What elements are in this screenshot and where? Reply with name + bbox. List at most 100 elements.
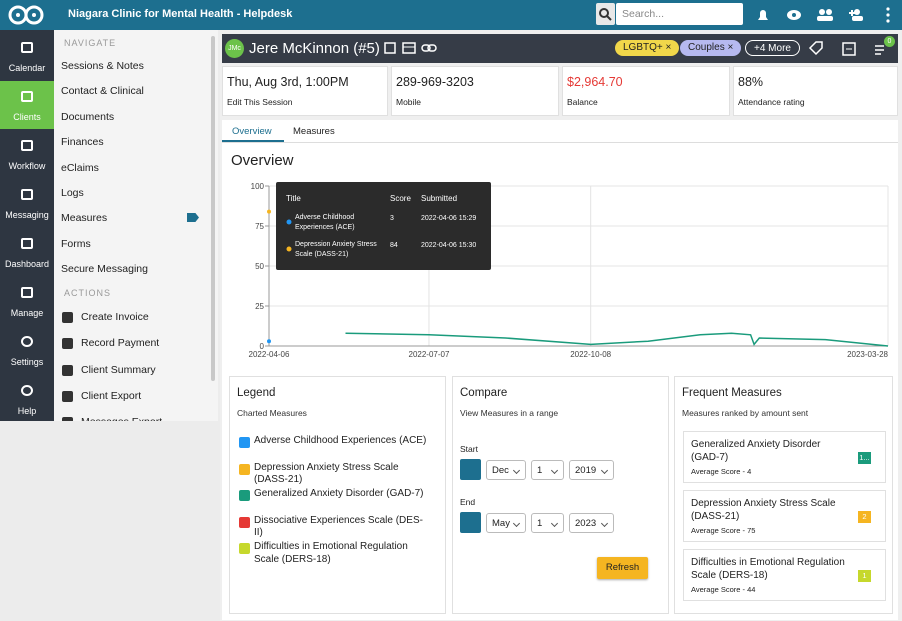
select[interactable]: May [486,513,526,533]
field-label: Start [460,444,478,454]
top-icons[interactable] [752,5,897,25]
search-input[interactable]: Search... [616,3,743,25]
tooltip-date: 2022-04-06 15:29 [421,215,476,222]
rail-item[interactable]: Dashboard [0,228,54,276]
select[interactable]: 2023 [569,513,614,533]
x-tick-label: 2023-03-28 [847,350,888,359]
nav-item[interactable]: Measures [61,212,108,225]
rail-label: Manage [10,308,44,318]
stat-label: Mobile [396,97,422,107]
select[interactable]: Dec [486,460,526,480]
select[interactable]: 1 [531,460,564,480]
checkbox[interactable] [239,437,250,448]
nav-item[interactable]: Forms [61,237,91,250]
section-heading: NAVIGATE [64,38,117,48]
rail-icon [21,336,33,347]
tooltip-score: 84 [390,242,398,249]
action-item[interactable]: Client Export [81,389,142,402]
nav-item[interactable]: Secure Messaging [61,263,148,276]
nav-item[interactable]: Sessions & Notes [61,60,144,72]
measure-badge: 1... [858,452,871,464]
more-tags[interactable]: +4 More [745,40,800,56]
checkbox[interactable] [239,543,250,554]
stat-label: Edit This Session [227,97,293,107]
tab[interactable]: Overview [232,126,272,137]
x-tick-label: 2022-10-08 [570,350,611,359]
scrollbar[interactable] [211,36,215,381]
measure-score: Average Score - 75 [691,526,756,535]
field-label: End [460,497,476,507]
x-tick-label: 2022-07-07 [409,350,450,359]
nav-item[interactable]: Contact & Clinical [61,85,144,98]
badge: 0 [884,36,895,47]
tooltip-title: Adverse Childhood Experiences (ACE) [295,214,355,231]
rail-icon [21,385,33,396]
nav-item[interactable]: Finances [61,136,104,149]
nav-item[interactable]: eClaims [61,161,99,174]
select[interactable]: 1 [531,513,564,533]
tab[interactable]: Measures [293,126,335,137]
stat-card: $2,964.70 Balance [562,66,730,116]
measure-card[interactable]: Generalized Anxiety Disorder (GAD-7) Aver… [683,431,886,483]
tag-label: LGBTQ+ [623,42,663,53]
measure-score: Average Score - 44 [691,585,756,594]
tooltip-date: 2022-04-06 15:30 [421,242,476,249]
panel-title: Compare [460,387,508,399]
select[interactable]: 2019 [569,460,614,480]
compare-panel: Compare View Measures in a range Start D… [452,376,669,614]
rail-item[interactable]: Help [0,375,54,423]
nav-item[interactable]: Logs [61,187,84,199]
tag[interactable]: Couples × [680,40,742,56]
client-icons[interactable] [384,42,440,56]
stat-value: Thu, Aug 3rd, 1:00PM [227,75,349,89]
overview-title: Overview [231,152,294,169]
action-item[interactable]: Record Payment [81,337,160,350]
rail-item[interactable]: Settings [0,326,54,374]
frequent-panel: Frequent Measures Measures ranked by amo… [674,376,893,614]
measure-card[interactable]: Difficulties in Emotional Regulation Sca… [683,549,886,601]
rail-label: Clients [13,112,41,122]
rail-item[interactable]: Calendar [0,32,54,80]
rail-icon [21,287,33,298]
rail-item[interactable]: Workflow [0,130,54,178]
rail-item[interactable]: Messaging [0,179,54,227]
legend-label: Generalized Anxiety Disorder (GAD-7) [254,488,424,499]
y-tick-label: 0 [260,342,265,351]
rail-item[interactable]: Clients [0,81,54,129]
y-tick-label: 25 [255,302,264,311]
rail-label: Help [17,406,37,416]
rail-icon [21,91,33,102]
tooltip-header: Title [286,194,301,203]
action-item[interactable]: Create Invoice [81,311,149,323]
action-item[interactable]: Client Summary [81,363,156,376]
x-tick-label: 2022-04-06 [249,350,290,359]
measure-badge: 2 [858,511,871,523]
measure-name: Generalized Anxiety Disorder (GAD-7) [691,439,821,463]
tooltip-swatch [286,246,292,252]
legend-label: Difficulties in Emotional Regulation Sca… [254,541,408,565]
legend-panel: Legend Charted Measures Adverse Childhoo… [229,376,446,614]
rail-icon [21,42,33,53]
checkbox[interactable] [239,463,250,475]
header-actions[interactable] [808,40,898,58]
date-picker-button[interactable] [460,512,481,533]
stat-value: 289-969-3203 [396,75,474,89]
nav-item[interactable]: Documents [61,110,115,123]
checkbox[interactable] [239,516,250,528]
search-button[interactable] [596,3,615,25]
top-bar: Niagara Clinic for Mental Health - Helpd… [0,0,902,30]
rail-item[interactable]: Manage [0,277,54,325]
legend-label: Dissociative Experiences Scale (DES-II) [254,514,423,539]
stat-card[interactable]: Thu, Aug 3rd, 1:00PM Edit This Session [222,66,388,116]
app-title: Niagara Clinic for Mental Health - Helpd… [68,8,293,20]
date-picker-button[interactable] [460,459,481,480]
action-item[interactable]: Messages Export [81,416,162,421]
data-point [267,339,271,344]
checkbox[interactable] [239,490,250,501]
measure-card[interactable]: Depression Anxiety Stress Scale (DASS-21… [683,490,886,542]
rail-icon [21,238,33,249]
refresh-button[interactable]: Refresh [597,557,648,579]
active-indicator [187,213,199,222]
panel-subtitle: Charted Measures [237,408,307,418]
tag[interactable]: LGBTQ+ × [615,40,680,56]
